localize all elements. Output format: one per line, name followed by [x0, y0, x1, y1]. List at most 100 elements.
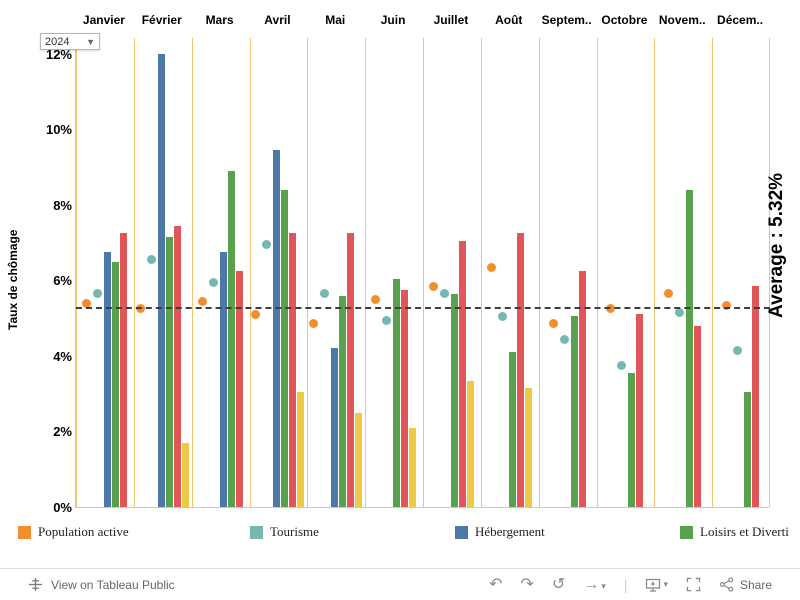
- data-bar[interactable]: [111, 261, 119, 507]
- month-label[interactable]: Février: [141, 13, 182, 27]
- month-label[interactable]: Juillet: [433, 13, 469, 27]
- data-bar[interactable]: [119, 233, 127, 507]
- share-button[interactable]: Share: [719, 577, 772, 592]
- data-point-dot[interactable]: [309, 319, 319, 329]
- data-bar[interactable]: [297, 391, 305, 507]
- resume-updates-icon[interactable]: → ▾: [583, 575, 606, 593]
- data-point-dot[interactable]: [208, 277, 218, 287]
- data-bar[interactable]: [157, 54, 165, 507]
- data-bar[interactable]: [393, 278, 401, 507]
- data-bar[interactable]: [227, 171, 235, 507]
- data-bar[interactable]: [339, 295, 347, 507]
- month-divider: [538, 38, 540, 507]
- month-label[interactable]: Mars: [205, 13, 234, 27]
- y-tick-label: 4%: [53, 348, 72, 364]
- average-reference-line: [76, 307, 770, 310]
- legend-item[interactable]: Tourisme: [250, 524, 319, 540]
- data-bar[interactable]: [289, 233, 297, 507]
- data-point-dot[interactable]: [733, 345, 743, 355]
- data-bar[interactable]: [508, 352, 516, 507]
- data-bar[interactable]: [165, 237, 173, 507]
- legend-label: Loisirs et Diverti: [700, 524, 789, 539]
- data-point-dot[interactable]: [675, 308, 685, 318]
- data-bar[interactable]: [281, 189, 289, 507]
- month-label[interactable]: Avril: [264, 13, 291, 27]
- data-bar[interactable]: [752, 286, 760, 507]
- download-icon[interactable]: ▾: [645, 577, 668, 593]
- data-point-dot[interactable]: [197, 296, 207, 306]
- data-point-dot[interactable]: [548, 319, 558, 329]
- data-bar[interactable]: [516, 233, 524, 507]
- data-point-dot[interactable]: [428, 281, 438, 291]
- year-filter-dropdown[interactable]: 2024 ▼: [40, 33, 100, 50]
- data-bar[interactable]: [409, 427, 417, 507]
- data-bar[interactable]: [219, 252, 227, 507]
- data-bar[interactable]: [355, 412, 363, 507]
- data-point-dot[interactable]: [382, 315, 392, 325]
- data-point-dot[interactable]: [251, 309, 261, 319]
- data-point-dot[interactable]: [664, 289, 674, 299]
- data-point-dot[interactable]: [617, 360, 627, 370]
- data-bar[interactable]: [458, 240, 466, 507]
- month-label[interactable]: Août: [495, 13, 523, 27]
- data-point-dot[interactable]: [439, 289, 449, 299]
- data-bar[interactable]: [450, 293, 458, 507]
- legend-label: Population active: [38, 524, 129, 539]
- legend-label: Hébergement: [475, 524, 545, 539]
- data-bar[interactable]: [694, 325, 702, 507]
- footer-toolbar: View on Tableau Public ↶ ↷ ↺ → ▾ | ▾: [0, 568, 800, 600]
- data-bar[interactable]: [235, 271, 243, 507]
- data-bar[interactable]: [686, 189, 694, 507]
- data-bar[interactable]: [466, 380, 474, 507]
- undo-icon[interactable]: ↶: [489, 575, 503, 593]
- month-label[interactable]: Mai: [325, 13, 346, 27]
- data-point-dot[interactable]: [486, 262, 496, 272]
- month-label[interactable]: Septem..: [541, 13, 592, 27]
- data-bar[interactable]: [628, 372, 636, 507]
- view-on-tableau-label: View on Tableau Public: [51, 577, 175, 592]
- data-bar[interactable]: [744, 391, 752, 507]
- legend-swatch: [455, 525, 468, 539]
- month-label[interactable]: Janvier: [82, 13, 125, 27]
- month-label[interactable]: Novem..: [658, 13, 706, 27]
- data-point-dot[interactable]: [81, 298, 91, 308]
- data-bar[interactable]: [331, 348, 339, 507]
- view-on-tableau-link[interactable]: View on Tableau Public: [28, 577, 175, 592]
- y-tick-label: 12%: [45, 46, 72, 62]
- month-divider: [480, 38, 482, 507]
- data-bar[interactable]: [173, 225, 181, 507]
- reset-icon[interactable]: ↺: [551, 575, 566, 593]
- data-bar[interactable]: [636, 314, 644, 507]
- legend-item[interactable]: Loisirs et Diverti: [680, 524, 789, 540]
- month-divider: [423, 38, 424, 507]
- y-tick-label: 8%: [53, 197, 72, 213]
- data-point-dot[interactable]: [371, 294, 381, 304]
- data-bar[interactable]: [570, 316, 578, 507]
- data-point-dot[interactable]: [559, 334, 569, 344]
- legend-item[interactable]: Population active: [18, 524, 129, 540]
- data-bar[interactable]: [347, 233, 355, 507]
- data-point-dot[interactable]: [146, 255, 156, 265]
- fullscreen-icon[interactable]: [686, 577, 701, 592]
- month-label[interactable]: Juin: [380, 13, 406, 27]
- data-bar[interactable]: [103, 252, 111, 507]
- data-point-dot[interactable]: [722, 300, 732, 310]
- redo-icon[interactable]: ↷: [520, 575, 534, 593]
- month-label[interactable]: Décem..: [717, 13, 764, 27]
- data-point-dot[interactable]: [320, 289, 330, 299]
- data-point-dot[interactable]: [262, 240, 272, 250]
- data-point-dot[interactable]: [92, 289, 102, 299]
- data-bar[interactable]: [181, 442, 189, 507]
- data-point-dot[interactable]: [497, 311, 507, 321]
- month-divider: [76, 38, 77, 507]
- legend-swatch: [250, 525, 263, 539]
- legend-item[interactable]: Hébergement: [455, 524, 545, 540]
- month-label[interactable]: Octobre: [601, 13, 648, 27]
- data-bar[interactable]: [578, 271, 586, 507]
- month-divider: [307, 38, 309, 507]
- data-bar[interactable]: [401, 289, 409, 507]
- chevron-down-icon: ▾: [601, 580, 606, 591]
- data-bar[interactable]: [524, 388, 532, 507]
- data-bar[interactable]: [273, 150, 281, 507]
